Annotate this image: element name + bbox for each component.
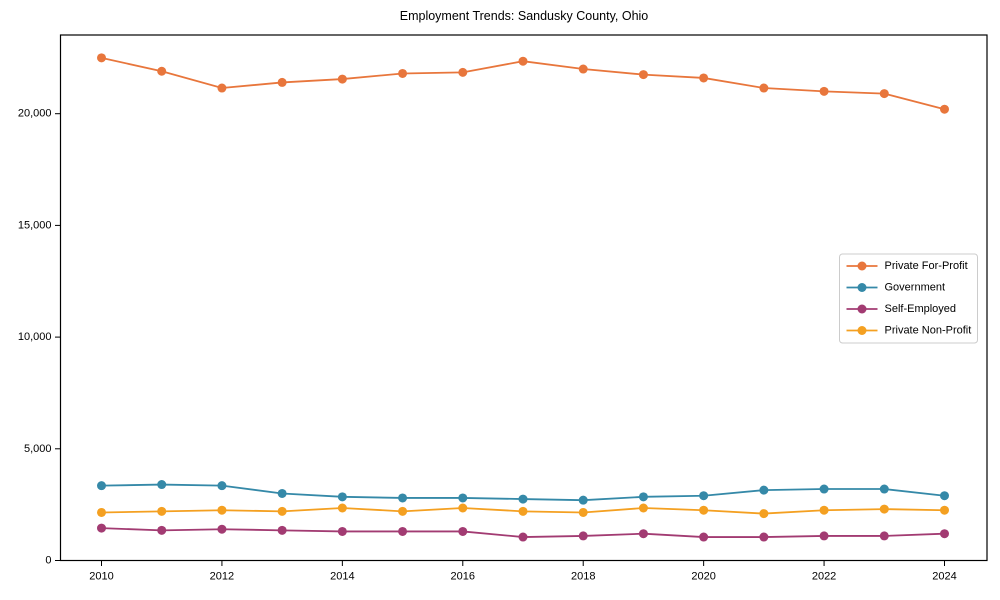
data-point-private-for-profit-2012 xyxy=(217,83,227,93)
data-point-government-2018 xyxy=(578,495,588,505)
x-tick-label: 2022 xyxy=(812,571,836,583)
data-point-self-employed-2012 xyxy=(217,524,227,534)
data-point-government-2020 xyxy=(699,491,709,501)
data-point-self-employed-2014 xyxy=(337,526,347,536)
data-point-government-2024 xyxy=(940,491,949,501)
x-tick-label: 2018 xyxy=(571,571,595,583)
data-point-self-employed-2015 xyxy=(398,526,408,536)
data-point-private-for-profit-2010 xyxy=(97,53,106,63)
data-point-private-non-profit-2021 xyxy=(759,509,769,519)
x-tick-label: 2010 xyxy=(89,571,113,583)
data-point-self-employed-2022 xyxy=(819,531,829,541)
data-point-self-employed-2024 xyxy=(940,529,949,539)
y-tick-label: 5,000 xyxy=(24,443,52,455)
legend-label-self-employed: Self-Employed xyxy=(885,303,957,315)
data-point-self-employed-2020 xyxy=(699,532,709,542)
data-point-private-for-profit-2023 xyxy=(879,89,889,99)
data-point-government-2016 xyxy=(458,493,468,503)
y-tick-label: 15,000 xyxy=(18,219,52,231)
data-point-self-employed-2023 xyxy=(879,531,889,541)
data-point-private-non-profit-2014 xyxy=(337,503,347,513)
data-point-government-2011 xyxy=(157,480,167,490)
data-point-private-non-profit-2011 xyxy=(157,506,167,516)
legend-label-private-non-profit: Private Non-Profit xyxy=(885,325,972,337)
data-point-self-employed-2011 xyxy=(157,525,167,535)
chart-title: Employment Trends: Sandusky County, Ohio xyxy=(399,9,649,23)
legend-marker-government xyxy=(857,283,867,292)
data-point-private-non-profit-2016 xyxy=(458,503,468,513)
plot-border xyxy=(59,34,988,562)
data-point-government-2017 xyxy=(518,494,528,504)
data-point-private-non-profit-2015 xyxy=(398,506,408,516)
data-point-private-for-profit-2019 xyxy=(638,70,648,80)
data-point-government-2019 xyxy=(638,492,648,502)
legend-box xyxy=(839,253,978,344)
x-tick-label: 2014 xyxy=(330,571,354,583)
x-tick-label: 2024 xyxy=(932,571,956,583)
legend-label-private-for-profit: Private For-Profit xyxy=(885,260,968,272)
data-point-government-2013 xyxy=(277,488,287,498)
data-point-private-for-profit-2011 xyxy=(157,66,167,76)
data-point-self-employed-2016 xyxy=(458,526,468,536)
y-tick-label: 0 xyxy=(45,555,51,567)
legend-marker-self-employed xyxy=(857,304,867,314)
data-point-private-for-profit-2013 xyxy=(277,77,287,87)
data-point-government-2023 xyxy=(879,484,889,494)
data-point-private-for-profit-2014 xyxy=(337,74,347,84)
data-point-government-2010 xyxy=(97,481,106,491)
data-point-self-employed-2013 xyxy=(277,525,287,535)
data-point-government-2015 xyxy=(398,493,408,503)
data-point-private-non-profit-2020 xyxy=(699,505,709,515)
legend-label-government: Government xyxy=(885,282,946,294)
data-point-self-employed-2017 xyxy=(518,532,528,542)
data-point-private-non-profit-2023 xyxy=(879,504,889,514)
data-point-private-non-profit-2024 xyxy=(940,505,949,515)
data-point-private-non-profit-2017 xyxy=(518,506,528,516)
data-point-private-non-profit-2012 xyxy=(217,505,227,515)
legend-marker-private-non-profit xyxy=(857,326,867,335)
data-point-private-non-profit-2022 xyxy=(819,505,829,515)
x-tick-label: 2012 xyxy=(210,571,234,583)
data-point-private-for-profit-2024 xyxy=(940,104,949,114)
data-point-private-non-profit-2010 xyxy=(97,507,106,517)
data-point-private-for-profit-2022 xyxy=(819,86,829,96)
data-point-self-employed-2019 xyxy=(638,529,648,539)
data-point-private-non-profit-2019 xyxy=(638,503,648,513)
data-point-government-2012 xyxy=(217,481,227,491)
data-point-private-non-profit-2013 xyxy=(277,506,287,516)
legend-marker-private-for-profit xyxy=(857,261,867,271)
data-point-private-for-profit-2018 xyxy=(578,64,588,74)
data-point-government-2021 xyxy=(759,485,769,495)
data-point-private-non-profit-2018 xyxy=(578,507,588,517)
data-point-self-employed-2018 xyxy=(578,531,588,541)
data-point-self-employed-2010 xyxy=(97,523,106,533)
data-point-private-for-profit-2017 xyxy=(518,56,528,66)
data-point-private-for-profit-2015 xyxy=(398,68,408,78)
data-point-private-for-profit-2016 xyxy=(458,67,468,77)
data-point-self-employed-2021 xyxy=(759,532,769,542)
data-point-government-2014 xyxy=(337,492,347,502)
data-point-private-for-profit-2020 xyxy=(699,73,709,83)
x-tick-label: 2016 xyxy=(451,571,475,583)
y-tick-label: 20,000 xyxy=(18,108,52,120)
data-point-government-2022 xyxy=(819,484,829,494)
data-point-private-for-profit-2021 xyxy=(759,83,769,93)
x-tick-label: 2020 xyxy=(691,571,715,583)
y-tick-label: 10,000 xyxy=(18,331,52,343)
